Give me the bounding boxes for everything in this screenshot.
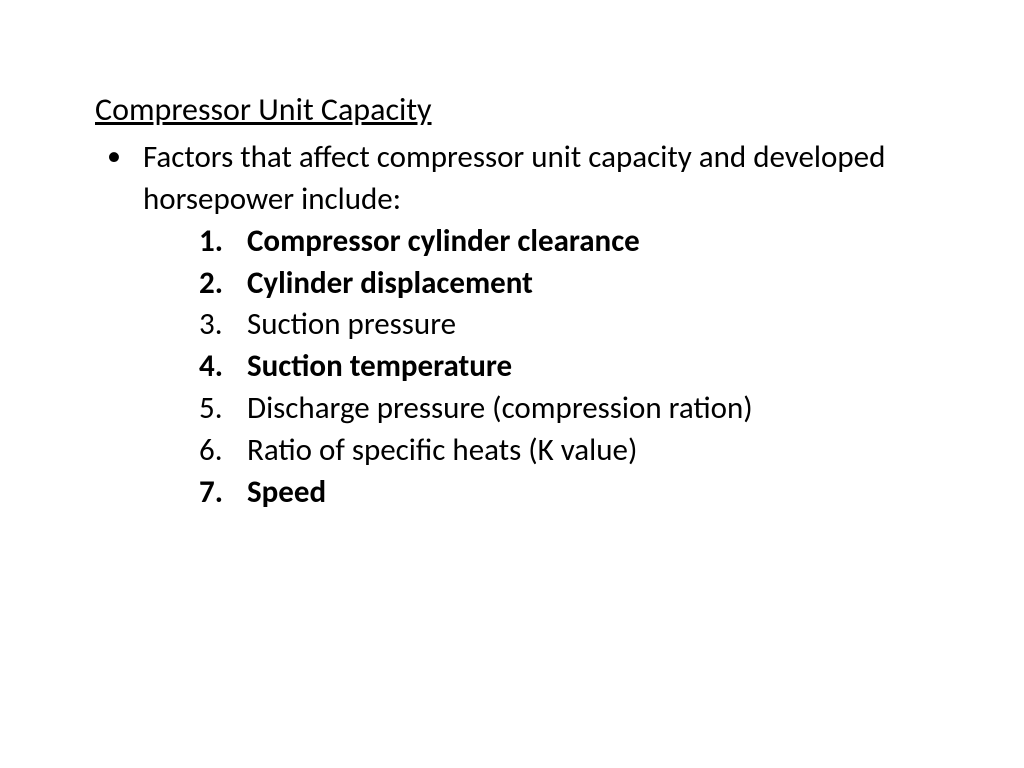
- list-item: Compressor cylinder clearance: [191, 221, 929, 263]
- list-item: Cylinder displacement: [191, 263, 929, 305]
- list-item: Speed: [191, 472, 929, 514]
- list-item: Suction temperature: [191, 346, 929, 388]
- list-item: Discharge pressure (compression ration): [191, 388, 929, 430]
- intro-text: Factors that affect compressor unit capa…: [143, 138, 885, 218]
- list-item: Ratio of specific heats (K value): [191, 430, 929, 472]
- slide-title: Compressor Unit Capacity: [95, 90, 929, 129]
- bullet-list: Factors that affect compressor unit capa…: [95, 137, 929, 514]
- numbered-list: Compressor cylinder clearance Cylinder d…: [143, 221, 929, 514]
- intro-bullet: Factors that affect compressor unit capa…: [95, 137, 929, 514]
- list-item: Suction pressure: [191, 304, 929, 346]
